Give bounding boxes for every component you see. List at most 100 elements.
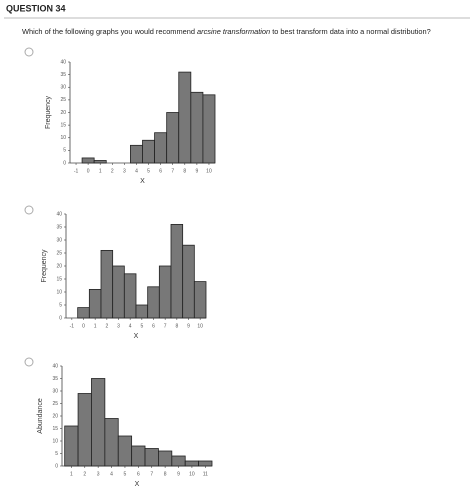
y-tick-label: 40 xyxy=(56,211,62,217)
x-tick-label: 0 xyxy=(82,323,85,329)
x-tick-label: 2 xyxy=(111,168,114,174)
bar xyxy=(166,112,180,164)
question-emphasis: arcsine transformation xyxy=(197,27,270,36)
x-tick-label: 2 xyxy=(83,471,86,477)
x-tick-label: 4 xyxy=(129,323,132,329)
bar xyxy=(91,378,106,467)
x-tick-label: 4 xyxy=(110,471,113,477)
x-tick-label: 2 xyxy=(105,323,108,329)
y-tick-label: 40 xyxy=(52,363,58,369)
x-tick-label: 11 xyxy=(203,471,208,477)
y-tick-label: 20 xyxy=(56,263,62,269)
y-axis-label: Frequency xyxy=(41,249,48,283)
x-tick-label: 7 xyxy=(164,323,167,329)
bar xyxy=(171,455,186,467)
y-tick-label: 10 xyxy=(60,135,66,141)
x-axis-label: X xyxy=(134,333,139,340)
x-tick-label: 5 xyxy=(124,471,127,477)
x-tick-label: 3 xyxy=(97,471,100,477)
y-tick-label: 35 xyxy=(56,224,62,230)
y-tick-label: 15 xyxy=(60,122,66,128)
y-tick-label: 0 xyxy=(55,463,58,469)
x-tick-label: 6 xyxy=(152,323,155,329)
x-axis-label: X xyxy=(140,178,145,185)
bar xyxy=(100,249,114,319)
y-tick-label: 25 xyxy=(56,250,62,256)
x-tick-label: 7 xyxy=(150,471,153,477)
x-tick-label: 8 xyxy=(183,168,186,174)
x-tick-label: 10 xyxy=(197,323,203,329)
x-tick-label: 8 xyxy=(175,323,178,329)
y-tick-label: 25 xyxy=(52,401,58,407)
bar xyxy=(123,273,137,319)
y-tick-label: 10 xyxy=(56,289,62,295)
y-tick-label: 30 xyxy=(52,388,58,394)
x-tick-label: 0 xyxy=(87,168,90,174)
question-text: Which of the following graphs you would … xyxy=(22,27,431,36)
x-tick-label: 4 xyxy=(135,168,138,174)
bar xyxy=(142,139,155,164)
bar xyxy=(170,223,184,319)
y-tick-label: 15 xyxy=(52,426,58,432)
x-tick-label: 3 xyxy=(123,168,126,174)
y-tick-label: 15 xyxy=(56,276,62,282)
bar xyxy=(182,244,195,319)
x-tick-label: 1 xyxy=(94,323,97,329)
bar xyxy=(190,91,204,164)
question-part: Which of the following graphs you would … xyxy=(22,27,197,36)
bar xyxy=(193,281,207,319)
bar xyxy=(88,288,102,319)
y-tick-label: 20 xyxy=(60,110,66,116)
bar xyxy=(130,144,143,164)
bar xyxy=(198,460,213,467)
y-tick-label: 30 xyxy=(60,85,66,91)
x-tick-label: 5 xyxy=(140,323,143,329)
y-tick-label: 5 xyxy=(59,302,62,308)
radio-button[interactable] xyxy=(24,47,34,57)
y-tick-label: 35 xyxy=(60,72,66,78)
y-tick-label: 30 xyxy=(56,237,62,243)
bar xyxy=(184,460,200,467)
y-tick-label: 10 xyxy=(52,438,58,444)
x-tick-label: 6 xyxy=(137,471,140,477)
bar xyxy=(135,304,149,319)
y-tick-label: 5 xyxy=(63,148,66,154)
x-tick-label: 3 xyxy=(117,323,120,329)
y-tick-label: 40 xyxy=(60,59,66,65)
bar xyxy=(147,286,160,319)
x-tick-label: 6 xyxy=(159,168,162,174)
x-tick-label: 1 xyxy=(70,471,73,477)
y-tick-label: 0 xyxy=(63,160,66,166)
question-part: to best transform data into a normal dis… xyxy=(270,27,431,36)
bar xyxy=(112,265,125,319)
x-tick-label: 10 xyxy=(206,168,212,174)
y-tick-label: 5 xyxy=(55,451,58,457)
bar xyxy=(158,450,173,467)
x-tick-label: 1 xyxy=(99,168,102,174)
x-tick-label: 9 xyxy=(187,323,190,329)
bar xyxy=(93,160,107,164)
bar xyxy=(81,157,95,164)
bar xyxy=(77,307,90,319)
bar xyxy=(131,445,146,467)
x-axis-label: X xyxy=(135,481,140,488)
radio-button[interactable] xyxy=(24,357,34,367)
x-tick-label: 5 xyxy=(147,168,150,174)
x-tick-label: 9 xyxy=(195,168,198,174)
x-tick-label: -1 xyxy=(70,323,75,329)
x-tick-label: 8 xyxy=(164,471,167,477)
bar xyxy=(154,132,168,164)
bar xyxy=(144,448,159,467)
y-axis-label: Abundance xyxy=(37,398,44,434)
y-tick-label: 35 xyxy=(52,376,58,382)
question-title: QUESTION 34 xyxy=(6,3,66,13)
x-tick-label: 7 xyxy=(171,168,174,174)
x-tick-label: -1 xyxy=(74,168,79,174)
radio-button[interactable] xyxy=(24,205,34,215)
bar xyxy=(64,425,79,467)
bar xyxy=(104,418,119,467)
bar xyxy=(202,94,216,164)
bar xyxy=(77,393,92,467)
